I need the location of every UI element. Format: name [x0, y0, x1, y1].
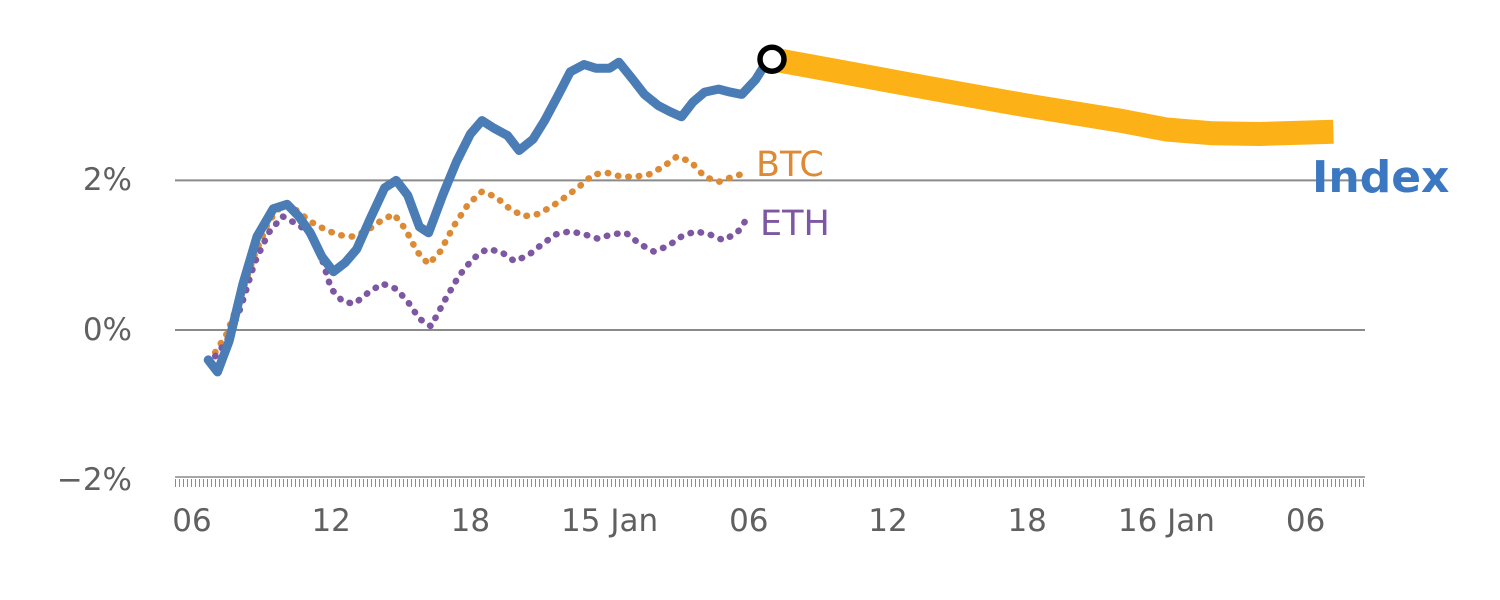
x-axis-tick-label: 18: [450, 503, 491, 539]
index-series-label: Index: [1312, 152, 1450, 203]
y-axis-tick-label: 2%: [82, 162, 132, 199]
eth-line: [211, 213, 750, 360]
x-axis-tick-label: 06: [172, 503, 212, 539]
index-forecast-band: [769, 47, 1334, 146]
y-axis-tick-label: −2%: [56, 461, 132, 498]
x-axis-tick-label: 06: [729, 503, 769, 539]
x-axis-tick-label: 16 Jan: [1117, 503, 1215, 539]
x-axis-tick-label: 15 Jan: [561, 503, 659, 539]
btc-line: [211, 153, 750, 356]
x-axis-tick-label: 06: [1285, 503, 1326, 539]
x-axis-tick-label: 18: [1007, 503, 1047, 539]
y-axis-tick-label: 0%: [82, 312, 132, 348]
x-axis-tick-label: 12: [868, 503, 908, 539]
eth-series-label: ETH: [760, 204, 830, 244]
latest-point-marker: [757, 44, 787, 74]
btc-series-label: BTC: [756, 145, 824, 185]
index-line: [203, 54, 777, 377]
x-axis-tick-label: 12: [311, 503, 351, 539]
